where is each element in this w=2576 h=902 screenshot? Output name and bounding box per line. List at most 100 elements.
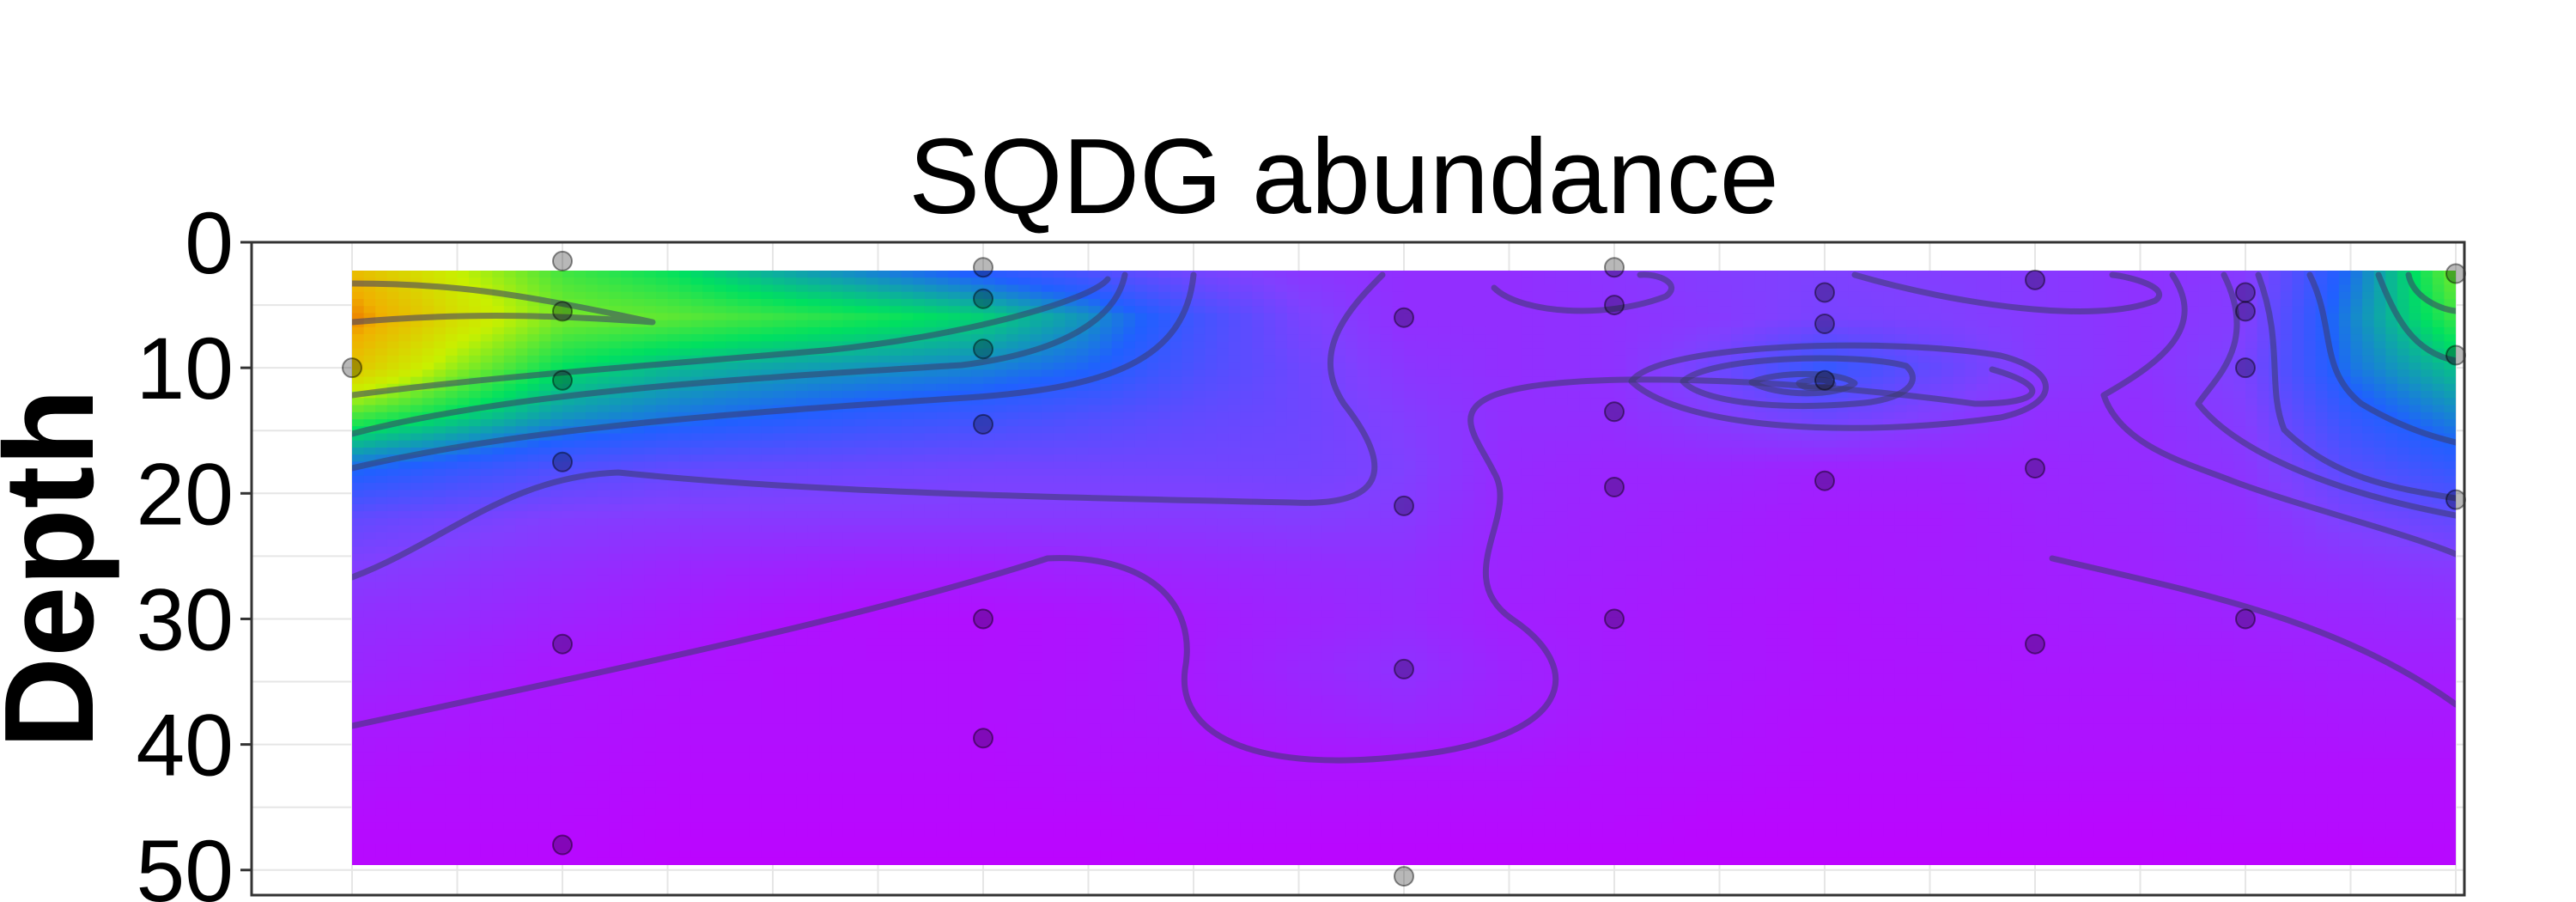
heatmap-cell (1042, 277, 1054, 286)
heatmap-surface (352, 271, 2456, 865)
heatmap-cell (2011, 341, 2025, 350)
heatmap-cell (1497, 461, 1510, 470)
heatmap-cell (854, 291, 867, 300)
heatmap-cell (959, 411, 973, 420)
heatmap-cell (1521, 334, 1534, 343)
heatmap-cell (2186, 440, 2200, 448)
heatmap-cell (784, 440, 797, 448)
heatmap-cell (842, 363, 856, 371)
heatmap-cell (621, 291, 634, 300)
heatmap-cell (1544, 398, 1557, 406)
heatmap-cell (796, 398, 809, 406)
heatmap-cell (1345, 448, 1358, 455)
heatmap-cell (1836, 334, 1849, 343)
heatmap-cell (854, 277, 867, 286)
heatmap-cell (2023, 398, 2036, 406)
heatmap-cell (1018, 363, 1031, 371)
heatmap-cell (1427, 291, 1440, 300)
heatmap-cell (1170, 291, 1183, 300)
heatmap-cell (2338, 313, 2352, 321)
heatmap-cell (1380, 405, 1394, 413)
heatmap-cell (866, 320, 879, 328)
heatmap-cell (2245, 405, 2258, 413)
heatmap-cell (1076, 454, 1090, 463)
heatmap-cell (1263, 461, 1277, 470)
heatmap-cell (1042, 355, 1054, 363)
heatmap-cell (796, 363, 809, 371)
heatmap-cell (2257, 411, 2269, 420)
heatmap-cell (1836, 405, 1849, 413)
heatmap-cell (2035, 334, 2048, 343)
heatmap-cell (1579, 355, 1592, 363)
heatmap-cell (2163, 363, 2177, 371)
heatmap-cell (1555, 341, 1569, 350)
heatmap-cell (1158, 277, 1171, 286)
heatmap-cell (1088, 363, 1101, 371)
heatmap-cell (1357, 369, 1370, 378)
heatmap-cell (1742, 313, 1756, 321)
heatmap-cell (1438, 291, 1452, 300)
heatmap-cell (1205, 448, 1218, 455)
heatmap-cell (503, 271, 517, 278)
heatmap-cell (2421, 376, 2433, 385)
heatmap-cell (2046, 448, 2059, 455)
heatmap-cell (2233, 355, 2246, 363)
heatmap-cell (1906, 448, 1919, 455)
heatmap-cell (1544, 405, 1557, 413)
heatmap-cell (994, 271, 1007, 278)
heatmap-cell (1380, 284, 1394, 293)
heatmap-cell (1217, 433, 1230, 442)
heatmap-cell (480, 411, 494, 420)
heatmap-cell (2175, 411, 2188, 420)
heatmap-cell (1625, 405, 1638, 413)
heatmap-cell (2350, 271, 2363, 278)
heatmap-cell (702, 299, 715, 307)
heatmap-cell (1965, 271, 1978, 278)
heatmap-cell (702, 277, 715, 286)
heatmap-cell (2198, 277, 2211, 286)
heatmap-cell (890, 376, 902, 385)
heatmap-cell (2432, 277, 2445, 286)
heatmap-cell (1579, 391, 1592, 399)
heatmap-cell (2432, 271, 2445, 278)
heatmap-cell (2409, 411, 2421, 420)
heatmap-cell (2035, 355, 2048, 363)
heatmap-cell (913, 454, 926, 463)
heatmap-cell (1509, 341, 1522, 350)
heatmap-cell (550, 398, 563, 406)
heatmap-cell (2444, 426, 2456, 435)
heatmap-cell (2081, 433, 2094, 442)
heatmap-cell (1392, 383, 1405, 392)
heatmap-cell (1731, 433, 1744, 442)
heatmap-cell (1134, 313, 1148, 321)
heatmap-cell (936, 313, 949, 321)
heatmap-cell (1146, 454, 1159, 463)
heatmap-cell (2397, 448, 2410, 455)
heatmap-cell (2163, 313, 2177, 321)
heatmap-cell (1357, 448, 1370, 455)
heatmap-cell (1205, 313, 1218, 321)
heatmap-cell (866, 348, 879, 357)
heatmap-cell (901, 391, 914, 399)
heatmap-cell (1836, 313, 1849, 321)
heatmap-cell (831, 433, 844, 442)
heatmap-cell (1917, 348, 1931, 357)
heatmap-cell (2221, 291, 2235, 300)
heatmap-cell (2221, 448, 2235, 455)
heatmap-cell (2128, 355, 2142, 363)
heatmap-cell (2175, 355, 2188, 363)
heatmap-cell (1731, 440, 1744, 448)
heatmap-cell (2338, 363, 2352, 371)
heatmap-cell (1988, 426, 2001, 435)
heatmap-cell (1485, 376, 1498, 385)
heatmap-cell (2163, 433, 2177, 442)
heatmap-cell (1859, 326, 1873, 335)
heatmap-cell (1859, 391, 1873, 399)
heatmap-cell (1275, 433, 1288, 442)
heatmap-cell (667, 306, 680, 314)
heatmap-cell (2350, 363, 2363, 371)
heatmap-cell (386, 306, 400, 314)
heatmap-cell (2186, 369, 2200, 378)
heatmap-cell (2221, 433, 2235, 442)
heatmap-cell (1111, 313, 1125, 321)
